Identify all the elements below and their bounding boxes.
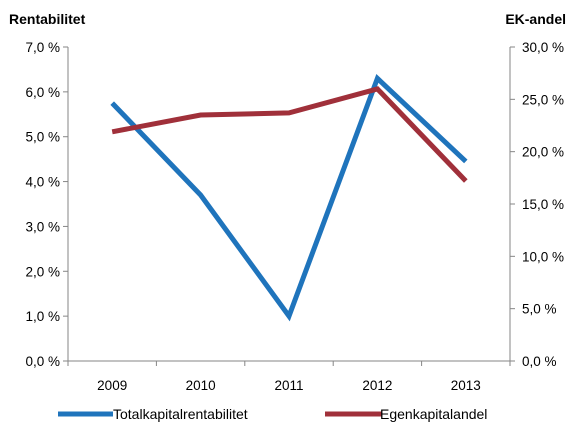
left-tick-label: 0,0 %: [25, 354, 60, 369]
right-tick-label: 20,0 %: [522, 145, 564, 160]
legend-label-totalkapitalrentabilitet: Totalkapitalrentabilitet: [113, 406, 248, 422]
x-tick-label: 2012: [362, 378, 392, 393]
right-y-axis-ticks: 0,0 % 5,0 % 10,0 % 15,0 % 20,0 % 25,0 % 30,0 %: [510, 40, 564, 369]
left-axis-title: Rentabilitet: [9, 11, 86, 27]
left-tick-label: 3,0 %: [25, 219, 60, 234]
series-layer: [110, 74, 468, 322]
x-tick-label: 2010: [186, 378, 216, 393]
left-tick-label: 5,0 %: [25, 130, 60, 145]
right-tick-label: 25,0 %: [522, 92, 564, 107]
x-tick-label: 2013: [451, 378, 481, 393]
left-tick-label: 7,0 %: [25, 40, 60, 55]
right-tick-label: 5,0 %: [522, 302, 557, 317]
legend-label-egenkapitalandel: Egenkapitalandel: [380, 406, 487, 422]
right-tick-label: 30,0 %: [522, 40, 564, 55]
right-axis-title: EK-andel: [505, 11, 566, 27]
right-tick-label: 0,0 %: [522, 354, 557, 369]
x-axis-ticks: 2009 2010 2011 2012 2013: [67, 361, 511, 393]
right-tick-label: 10,0 %: [522, 249, 564, 264]
left-tick-label: 6,0 %: [25, 85, 60, 100]
left-y-axis-ticks: 0,0 % 1,0 % 2,0 % 3,0 % 4,0 % 5,0 % 6,0 % 7,0 %: [25, 40, 68, 369]
left-tick-label: 2,0 %: [25, 264, 60, 279]
left-tick-label: 4,0 %: [25, 175, 60, 190]
series-line-totalkapitalrentabilitet: [110, 74, 468, 322]
x-tick-label: 2011: [274, 378, 303, 393]
left-tick-label: 1,0 %: [25, 309, 60, 324]
right-tick-label: 15,0 %: [522, 197, 564, 212]
legend: Totalkapitalrentabilitet Egenkapitalande…: [58, 406, 487, 422]
series-line-egenkapitalandel: [111, 86, 468, 183]
x-tick-label: 2009: [97, 378, 127, 393]
